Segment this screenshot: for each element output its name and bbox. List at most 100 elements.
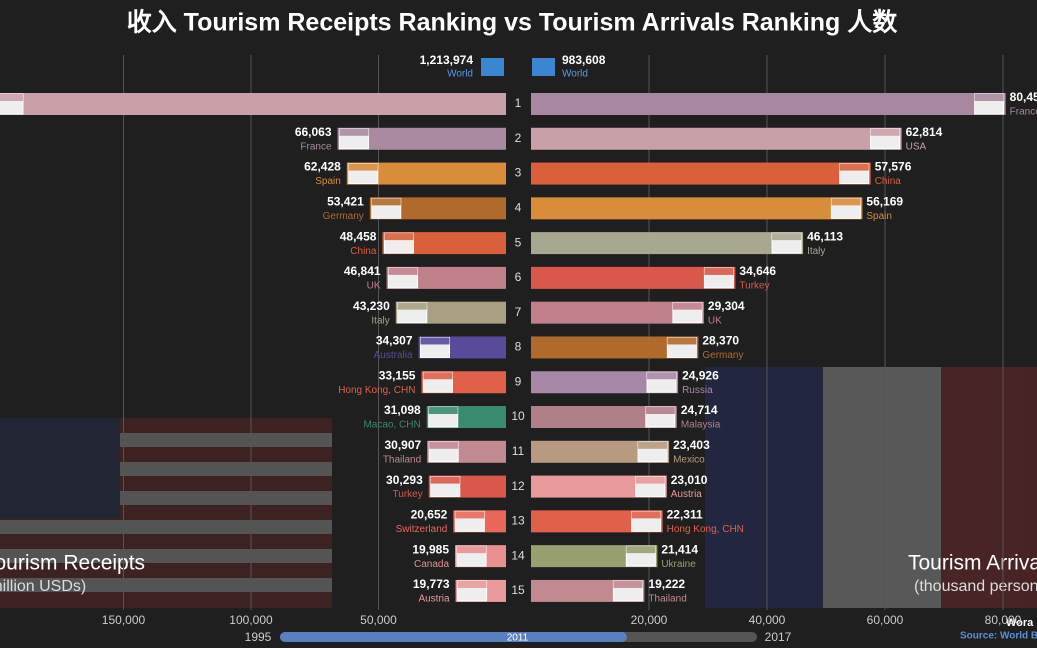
- value-label: 19,985: [412, 542, 449, 556]
- category-label: UK: [367, 281, 381, 292]
- bar: [0, 93, 507, 115]
- chart-title: 收入 Tourism Receipts Ranking vs Tourism A…: [127, 9, 899, 37]
- x-tick-label: 40,000: [749, 613, 786, 627]
- world-value: 983,608: [562, 53, 606, 67]
- flag-band: [339, 128, 369, 136]
- flag-band: [428, 407, 458, 415]
- flag-band: [635, 476, 665, 484]
- rank-label: 10: [511, 409, 525, 423]
- value-label: 30,293: [386, 473, 423, 487]
- x-tick-label: 60,000: [867, 613, 904, 627]
- category-label: Mexico: [673, 454, 705, 465]
- world-value: 1,213,974: [420, 53, 474, 67]
- axis-title: Tourism Arrivals: [908, 552, 1037, 575]
- axis-subtitle: (million USDs): [0, 578, 86, 595]
- category-label: Austria: [418, 594, 450, 605]
- rank-label: 8: [515, 340, 522, 354]
- flag-band: [870, 128, 900, 136]
- value-label: 30,907: [384, 438, 421, 452]
- rank-label: 15: [511, 583, 525, 597]
- timeline-end: 2017: [765, 630, 792, 644]
- timeline-start: 1995: [245, 630, 272, 644]
- category-label: Spain: [315, 176, 341, 187]
- flag-band: [647, 372, 677, 380]
- category-label: Austria: [671, 489, 703, 500]
- world-name: World: [447, 69, 473, 80]
- rank-label: 6: [515, 270, 522, 284]
- flag-band: [430, 476, 460, 484]
- category-label: Spain: [866, 211, 892, 222]
- flag-band: [667, 337, 697, 345]
- rank-label: 11: [512, 444, 525, 458]
- x-tick-label: 150,000: [102, 613, 146, 627]
- bar: [531, 510, 663, 533]
- flag-band: [429, 441, 459, 449]
- value-label: 80,450: [1010, 90, 1037, 104]
- bar: [531, 545, 658, 568]
- world-flag: [532, 58, 555, 76]
- category-label: Turkey: [393, 489, 423, 500]
- x-tick-label: 100,000: [229, 613, 273, 627]
- rank-label: 13: [511, 514, 525, 528]
- value-label: 43,230: [353, 299, 390, 313]
- axis-title: Tourism Receipts: [0, 552, 145, 575]
- flag-band: [831, 198, 861, 206]
- source: Source: World Bank: [960, 631, 1037, 642]
- rank-label: 1: [515, 96, 522, 110]
- value-label: 34,646: [739, 264, 776, 278]
- value-label: 23,010: [671, 473, 708, 487]
- category-label: Hong Kong, CHN: [338, 385, 415, 396]
- bar: [531, 197, 863, 220]
- world-name: World: [562, 69, 588, 80]
- flag-band: [423, 372, 453, 380]
- axis-subtitle: (thousand persons): [914, 578, 1037, 595]
- bar: [531, 266, 736, 289]
- bar: [531, 371, 679, 394]
- rank-label: 12: [511, 479, 525, 493]
- flag-band: [348, 163, 378, 171]
- category-label: Malaysia: [681, 420, 721, 431]
- value-label: 62,428: [304, 160, 341, 174]
- rank-label: 9: [515, 374, 522, 388]
- timeline-progress: [280, 632, 627, 642]
- category-label: Germany: [323, 211, 364, 222]
- value-label: 21,414: [661, 542, 698, 556]
- category-label: Turkey: [739, 281, 769, 292]
- x-tick-label: 80,000: [985, 613, 1022, 627]
- bar: [337, 127, 506, 150]
- value-label: 53,421: [327, 195, 364, 209]
- value-label: 34,307: [376, 334, 413, 348]
- bar: [531, 232, 804, 255]
- value-label: 29,304: [708, 299, 745, 313]
- rank-label: 5: [515, 235, 522, 249]
- category-label: Thailand: [383, 454, 421, 465]
- value-label: 33,155: [379, 368, 416, 382]
- category-label: USA: [906, 141, 927, 152]
- value-label: 62,814: [906, 125, 943, 139]
- category-label: Canada: [414, 559, 449, 570]
- category-label: Russia: [682, 385, 713, 396]
- bar: [531, 127, 902, 150]
- flag-band: [672, 302, 702, 310]
- flag-band: [420, 337, 450, 345]
- bar: [531, 475, 667, 498]
- background-flag-france: [705, 367, 1037, 608]
- flag-band: [0, 94, 23, 101]
- flag-band: [455, 511, 485, 519]
- flag-band: [457, 546, 487, 554]
- value-label: 24,714: [681, 403, 718, 417]
- bar: [531, 406, 677, 429]
- value-label: 20,652: [411, 508, 448, 522]
- world-flag: [481, 58, 504, 76]
- x-tick-label: 50,000: [360, 613, 397, 627]
- flag-band: [626, 546, 656, 554]
- bar: [531, 162, 871, 185]
- category-label: Hong Kong, CHN: [667, 524, 744, 535]
- category-label: Switzerland: [396, 524, 448, 535]
- category-label: China: [875, 176, 902, 187]
- value-label: 48,458: [340, 229, 377, 243]
- rank-label: 14: [511, 548, 525, 562]
- bar: [531, 336, 699, 359]
- value-label: 19,773: [413, 577, 450, 591]
